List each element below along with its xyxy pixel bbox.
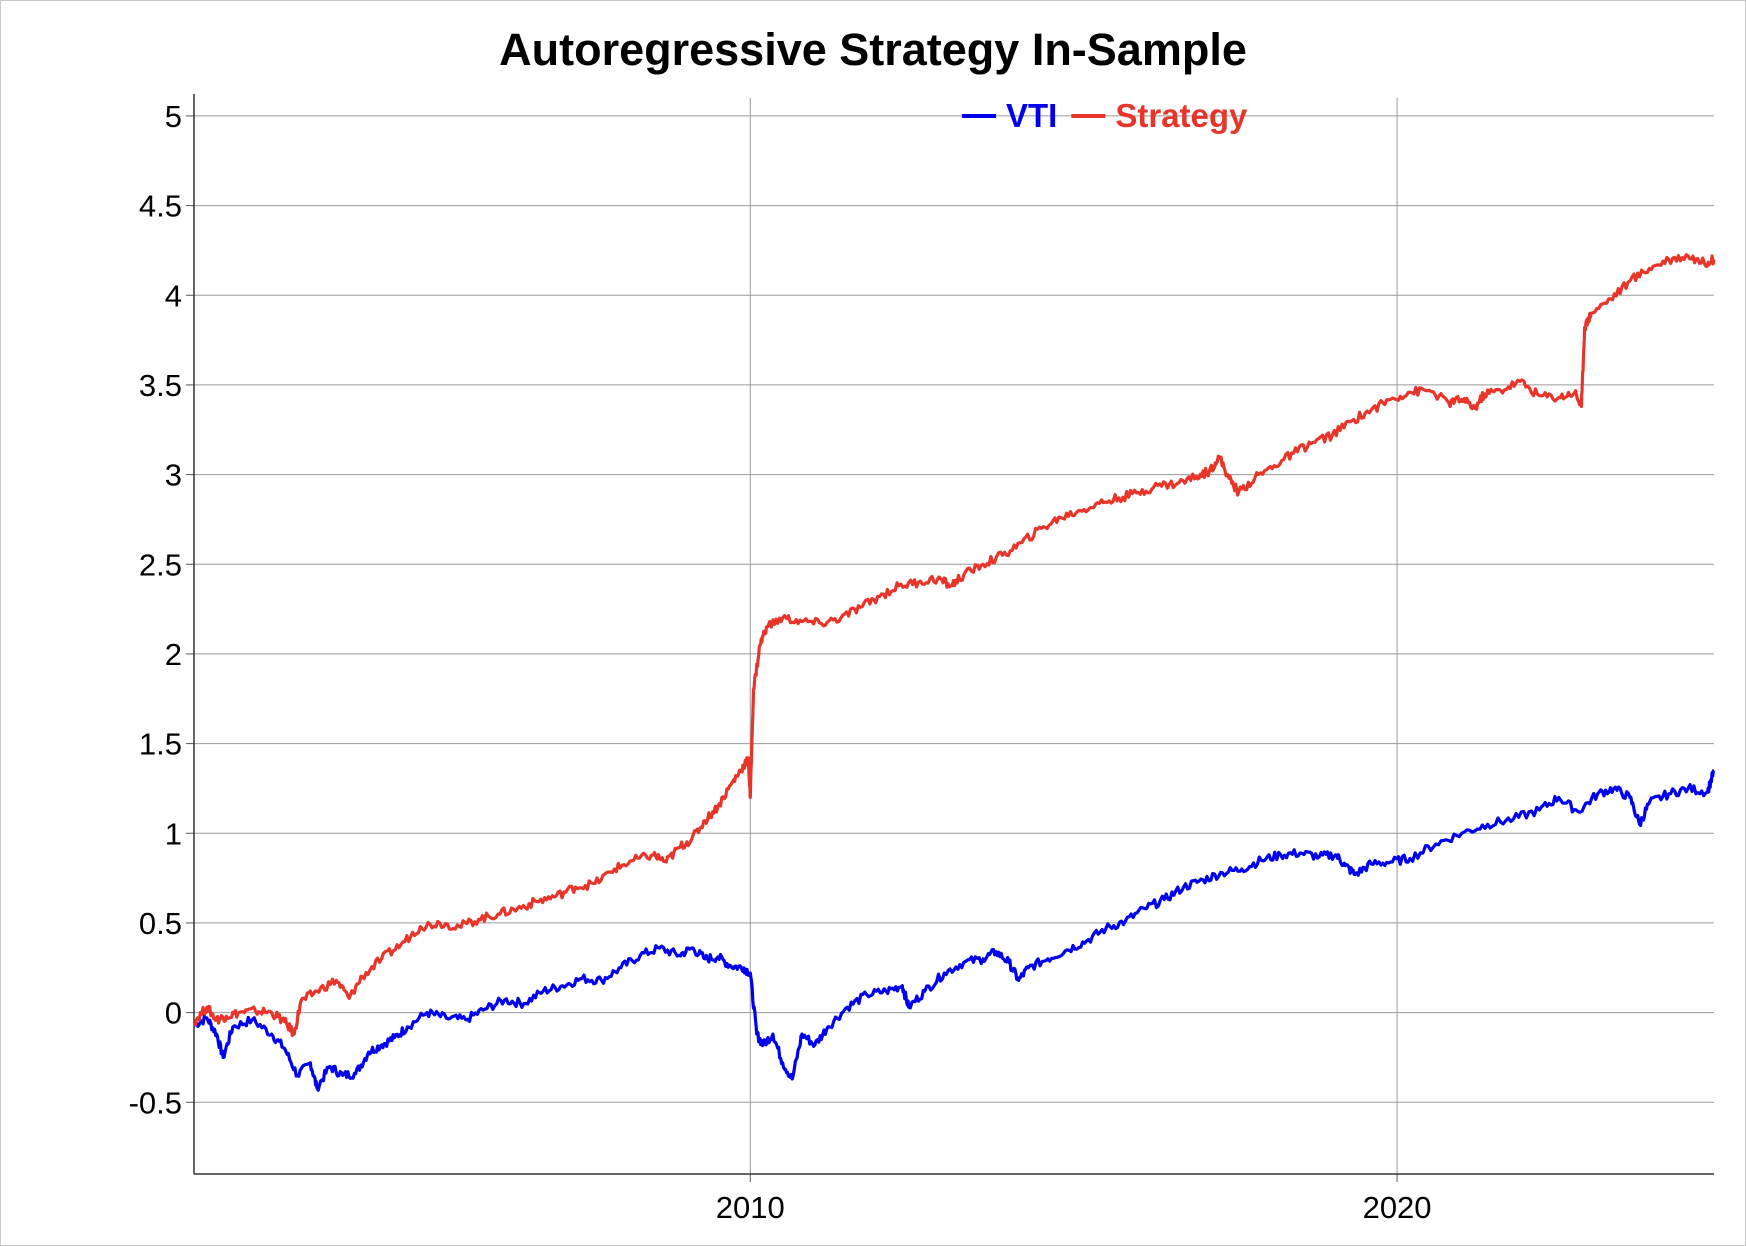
x-tick-label: 2020 — [1363, 1190, 1432, 1225]
chart-title: Autoregressive Strategy In-Sample — [499, 24, 1247, 75]
y-tick-label: 3.5 — [139, 368, 182, 403]
y-tick-label: 0 — [165, 996, 182, 1031]
legend: VTI Strategy — [962, 97, 1248, 134]
y-tick-label: 2.5 — [139, 547, 182, 582]
y-tick-label: 5 — [165, 99, 182, 134]
y-tick-label: -0.5 — [129, 1085, 182, 1120]
y-tick-label: 1 — [165, 816, 182, 851]
series-lines — [192, 253, 1716, 1092]
axes: -0.5 0 0.5 1 1.5 2 2.5 3 3.5 4 4.5 5 2010 2020 — [129, 94, 1714, 1225]
y-tick-label: 0.5 — [139, 906, 182, 941]
legend-label: VTI — [1006, 97, 1057, 134]
legend-label: Strategy — [1115, 97, 1248, 134]
series-line-vti — [193, 768, 1715, 1092]
x-tick-label: 2010 — [716, 1190, 785, 1225]
y-tick-label: 3 — [165, 458, 182, 493]
y-tick-label: 2 — [165, 637, 182, 672]
y-tick-label: 1.5 — [139, 727, 182, 762]
series-line-strategy — [192, 253, 1716, 1037]
y-tick-label: 4.5 — [139, 189, 182, 224]
y-tick-label: 4 — [165, 278, 182, 313]
